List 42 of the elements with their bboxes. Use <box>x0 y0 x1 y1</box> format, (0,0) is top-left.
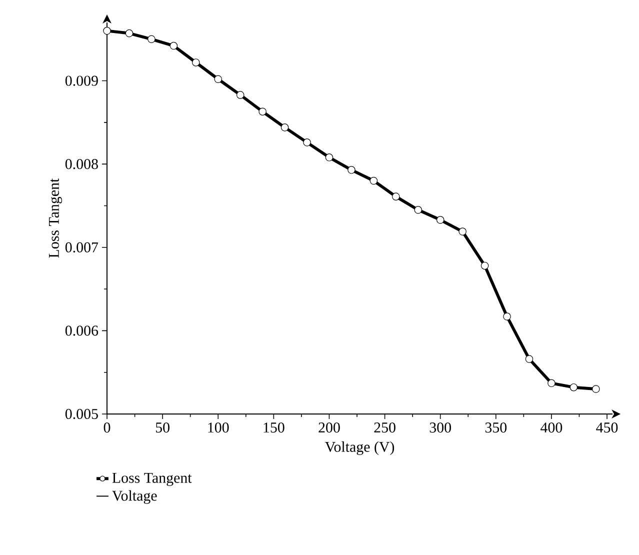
y-tick-label: 0.006 <box>65 326 98 336</box>
y-tick-label: 0.005 <box>65 408 98 420</box>
legend-label: Loss Tangent <box>112 472 192 486</box>
point <box>125 29 134 38</box>
x-tick-label: 150 <box>264 422 284 433</box>
x-tick-label: 400 <box>540 422 562 433</box>
point <box>214 75 222 84</box>
point <box>480 262 489 270</box>
point <box>548 379 556 388</box>
point <box>370 176 378 185</box>
x-tick-label: 0 <box>104 422 110 433</box>
x-tick-label: 350 <box>485 422 507 433</box>
y-tick-label: 0.009 <box>65 76 98 86</box>
y-tick-label: 0.007 <box>65 242 98 252</box>
point <box>570 383 578 392</box>
point <box>525 355 534 363</box>
point <box>148 35 156 44</box>
point <box>170 42 178 50</box>
x-tick-label: 300 <box>430 422 451 433</box>
y-tick-label: 0.008 <box>65 159 98 170</box>
x-tick-label: 250 <box>374 422 396 433</box>
point <box>258 108 266 116</box>
x-tick-label: 100 <box>208 422 229 433</box>
point <box>436 216 444 224</box>
point <box>325 154 334 162</box>
x-tick-label: 50 <box>156 422 170 433</box>
point <box>103 26 111 35</box>
point <box>192 58 200 66</box>
legend-label: Voltage <box>112 490 157 504</box>
point <box>236 91 244 99</box>
point <box>414 206 422 214</box>
point <box>348 166 356 174</box>
point <box>280 124 289 132</box>
y-axis-title: Loss Tangent <box>49 178 62 258</box>
point <box>392 192 400 200</box>
point <box>503 312 511 320</box>
x-tick-label: 450 <box>596 422 618 433</box>
x-axis-title: Voltage (V) <box>325 441 394 455</box>
point <box>458 228 466 236</box>
point <box>303 138 311 146</box>
x-tick-label: 200 <box>318 422 340 433</box>
point <box>592 385 600 393</box>
